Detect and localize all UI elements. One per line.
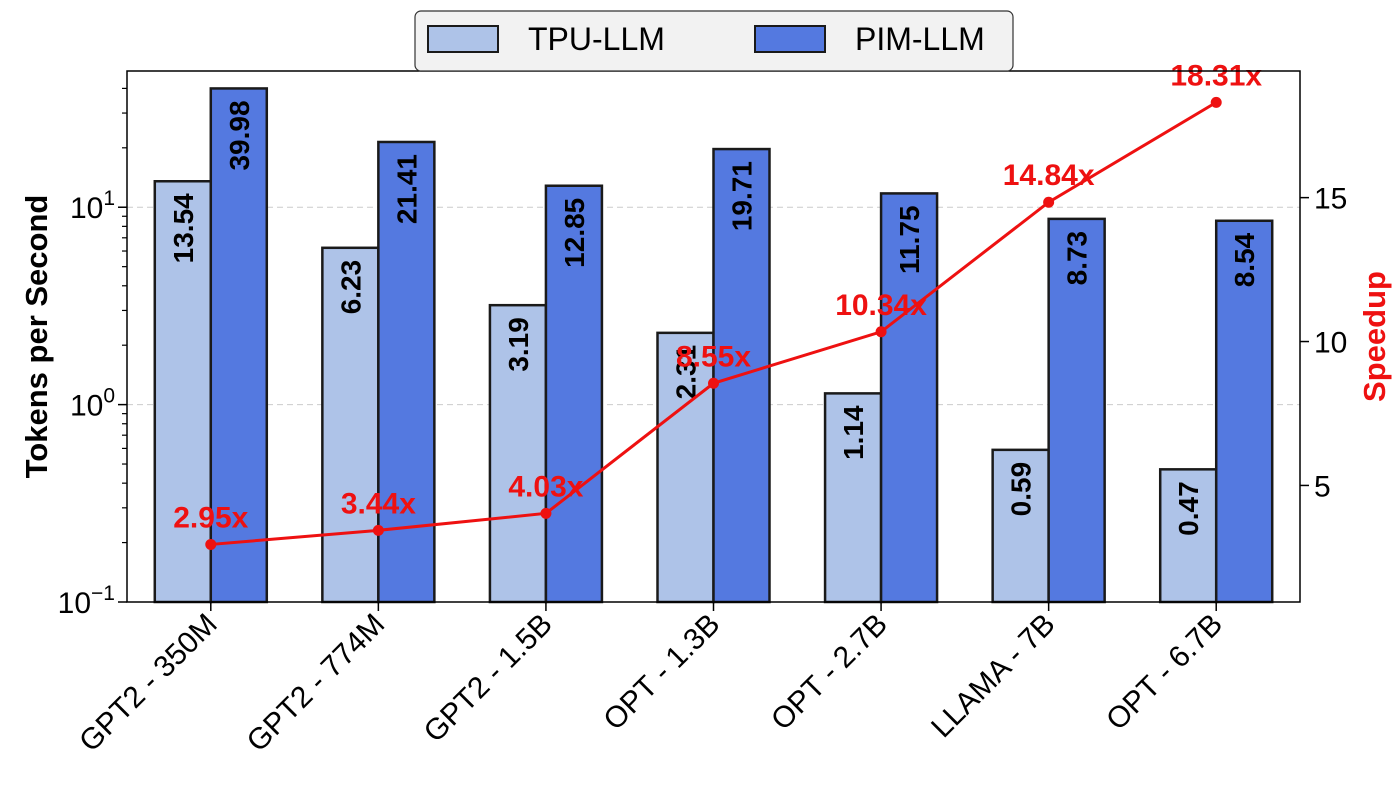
legend-label-pim-llm: PIM-LLM [855, 21, 985, 57]
bar-value-label: 8.73 [1062, 231, 1093, 286]
bar-value-label: 0.59 [1006, 462, 1037, 517]
speedup-label: 3.44x [341, 487, 416, 520]
bar-value-label: 19.71 [727, 161, 758, 231]
bar-tpu-llm [153, 180, 213, 604]
y-tick-label: 101 [70, 187, 115, 225]
bar-value-label: 0.47 [1173, 481, 1204, 536]
x-tick-label: GPT2 - 774M [241, 608, 392, 759]
speedup-point [540, 507, 552, 519]
bar-value-label: 39.98 [224, 100, 255, 170]
speedup-label: 18.31x [1170, 59, 1262, 92]
bar-tpu-llm [656, 331, 715, 604]
speedup-label: 8.55x [676, 340, 751, 373]
speedup-tick-label: 15 [1314, 183, 1347, 216]
speedup-point [205, 538, 217, 550]
y-tick-label: 100 [70, 385, 115, 423]
speedup-label: 14.84x [1003, 159, 1095, 192]
legend-swatch-pim-llm [754, 25, 826, 53]
x-tick-label: OPT - 6.7B [1100, 608, 1229, 737]
speedup-point [708, 377, 719, 389]
legend-label-tpu-llm: TPU-LLM [528, 21, 665, 57]
speedup-point [1210, 96, 1222, 108]
speedup-label: 10.34x [835, 289, 927, 322]
speedup-tick-label: 10 [1314, 327, 1347, 360]
bar-value-label: 21.41 [391, 154, 422, 224]
speedup-point [372, 524, 384, 536]
bar-value-label: 8.54 [1229, 232, 1260, 287]
bar-pim-llm [879, 192, 939, 604]
speedup-point [1043, 196, 1055, 208]
y-axis-title: Tokens per Second [19, 195, 54, 479]
bar-tpu-llm [1158, 468, 1218, 604]
bar-value-label: 6.23 [335, 260, 366, 315]
x-tick-label: GPT2 - 1.5B [418, 608, 559, 749]
x-tick-label: OPT - 2.7B [765, 608, 894, 737]
speedup-tick-label: 5 [1314, 470, 1331, 503]
bar-value-label: 1.14 [838, 405, 869, 460]
bar-value-label: 11.75 [894, 205, 925, 274]
x-tick-label: OPT - 1.3B [597, 608, 726, 737]
x-tick-label: LLAMA - 7B [925, 608, 1062, 745]
bar-value-label: 2.31 [671, 345, 702, 400]
y-tick-label: 10−1 [58, 582, 115, 620]
bar-tpu-llm [321, 246, 380, 604]
bar-pim-llm [209, 87, 269, 604]
speedup-point [875, 326, 887, 338]
legend-swatch-tpu-llm [427, 25, 499, 53]
bar-value-label: 3.19 [503, 317, 534, 372]
speedup-axis-title: Speedup [1357, 271, 1392, 402]
legend-box [414, 10, 1014, 72]
x-tick-label: GPT2 - 350M [73, 608, 224, 759]
bar-value-label: 12.85 [559, 198, 590, 268]
bar-value-label: 13.54 [168, 193, 199, 263]
speedup-label: 4.03x [508, 470, 583, 503]
speedup-label: 2.95x [173, 501, 248, 534]
